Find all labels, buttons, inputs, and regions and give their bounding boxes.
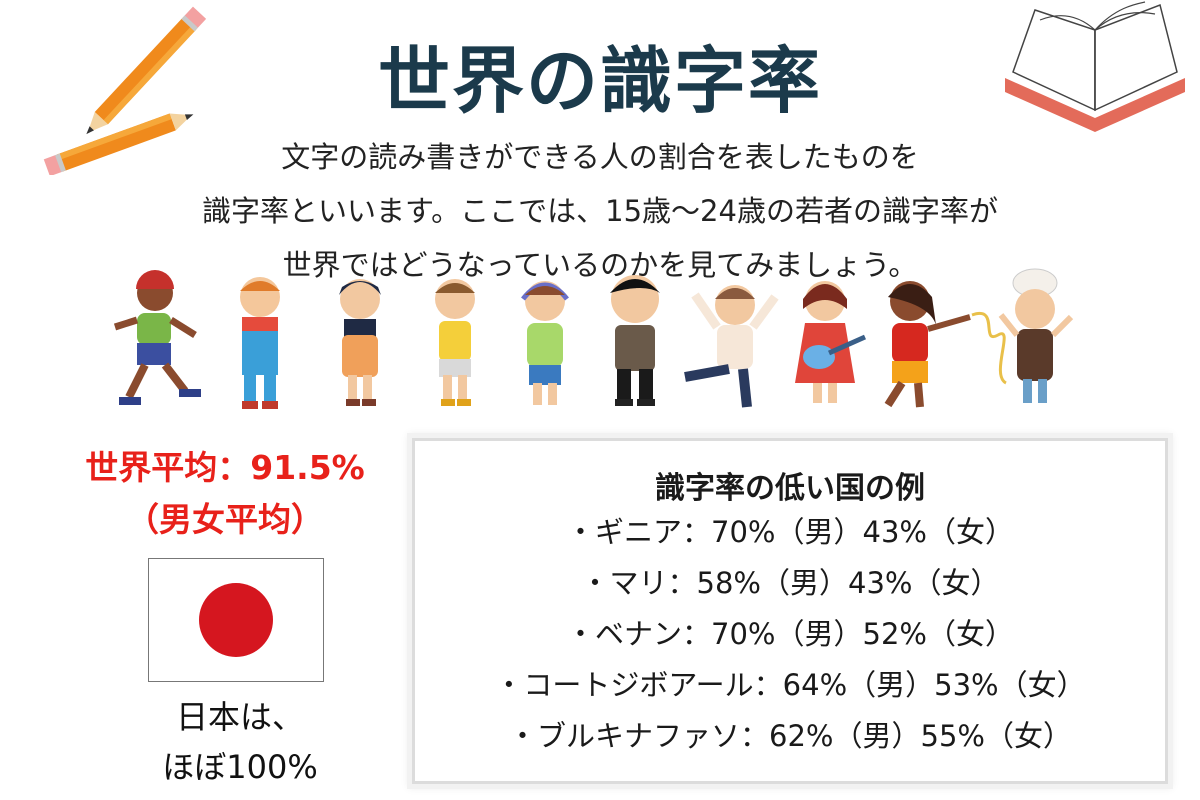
children-illustration [113, 268, 1074, 409]
child-figure [240, 277, 280, 409]
list-item: ・コートジボアール：64%（男）53%（女） [494, 668, 1086, 702]
world-average-value: 世界平均：91.5% [85, 448, 365, 487]
japan-line: 日本は、 [175, 698, 304, 736]
child-figure [113, 270, 201, 405]
list-item: ・ギニア：70%（男）43%（女） [566, 515, 1014, 549]
child-figure [435, 279, 475, 406]
intro-text: 文字の読み書きができる人の割合を表したものを 識字率といいます。ここでは、15歳… [100, 130, 1100, 292]
world-average-note: （男女平均） [126, 500, 324, 539]
japan-literacy: 日本は、 ほぼ100% [120, 692, 360, 792]
child-figure [610, 275, 660, 406]
page-title: 世界の識字率 [377, 39, 822, 123]
japan-flag [148, 558, 324, 682]
child-figure [339, 279, 381, 406]
list-item: ・ベナン：70%（男）52%（女） [566, 617, 1014, 651]
panel-heading: 識字率の低い国の例 [655, 471, 925, 506]
open-book-icon [1005, 1, 1185, 132]
child-figure [684, 285, 779, 408]
intro-line: 識字率といいます。ここでは、15歳〜24歳の若者の識字率が [202, 194, 998, 228]
intro-line: 世界ではどうなっているのかを見てみましょう。 [282, 248, 918, 282]
flag-sun-circle [199, 583, 273, 657]
child-figure [795, 281, 867, 403]
pencil-icon [43, 6, 207, 175]
list-item: ・マリ：58%（男）43%（女） [580, 566, 1000, 600]
child-figure [998, 268, 1074, 403]
japan-line: ほぼ100% [162, 748, 318, 786]
country-list: ・ギニア：70%（男）43%（女） ・マリ：58%（男）43%（女） ・ベナン：… [415, 507, 1165, 762]
child-figure [521, 281, 569, 405]
world-average: 世界平均：91.5% （男女平均） [40, 442, 410, 546]
intro-line: 文字の読み書きができる人の割合を表したものを [281, 140, 919, 174]
child-figure [884, 281, 1008, 408]
low-literacy-panel: 識字率の低い国の例 ・ギニア：70%（男）43%（女） ・マリ：58%（男）43… [412, 438, 1168, 784]
list-item: ・ブルキナファソ：62%（男）55%（女） [508, 719, 1072, 753]
